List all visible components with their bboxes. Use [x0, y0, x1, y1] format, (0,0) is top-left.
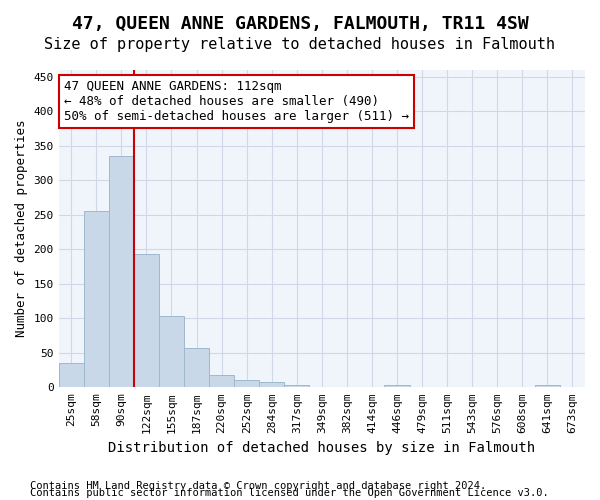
Bar [84, 212, 109, 388]
Text: Size of property relative to detached houses in Falmouth: Size of property relative to detached ho… [44, 38, 556, 52]
Bar [59, 363, 84, 388]
X-axis label: Distribution of detached houses by size in Falmouth: Distribution of detached houses by size … [108, 441, 535, 455]
Bar [134, 254, 159, 388]
Text: 47 QUEEN ANNE GARDENS: 112sqm
← 48% of detached houses are smaller (490)
50% of : 47 QUEEN ANNE GARDENS: 112sqm ← 48% of d… [64, 80, 409, 122]
Text: 47, QUEEN ANNE GARDENS, FALMOUTH, TR11 4SW: 47, QUEEN ANNE GARDENS, FALMOUTH, TR11 4… [71, 15, 529, 33]
Bar [234, 380, 259, 388]
Bar [259, 382, 284, 388]
Bar [385, 384, 410, 388]
Bar [535, 384, 560, 388]
Bar [209, 375, 234, 388]
Bar [284, 384, 310, 388]
Bar [159, 316, 184, 388]
Text: Contains public sector information licensed under the Open Government Licence v3: Contains public sector information licen… [30, 488, 549, 498]
Bar [184, 348, 209, 388]
Text: Contains HM Land Registry data © Crown copyright and database right 2024.: Contains HM Land Registry data © Crown c… [30, 481, 486, 491]
Y-axis label: Number of detached properties: Number of detached properties [15, 120, 28, 338]
Bar [109, 156, 134, 388]
